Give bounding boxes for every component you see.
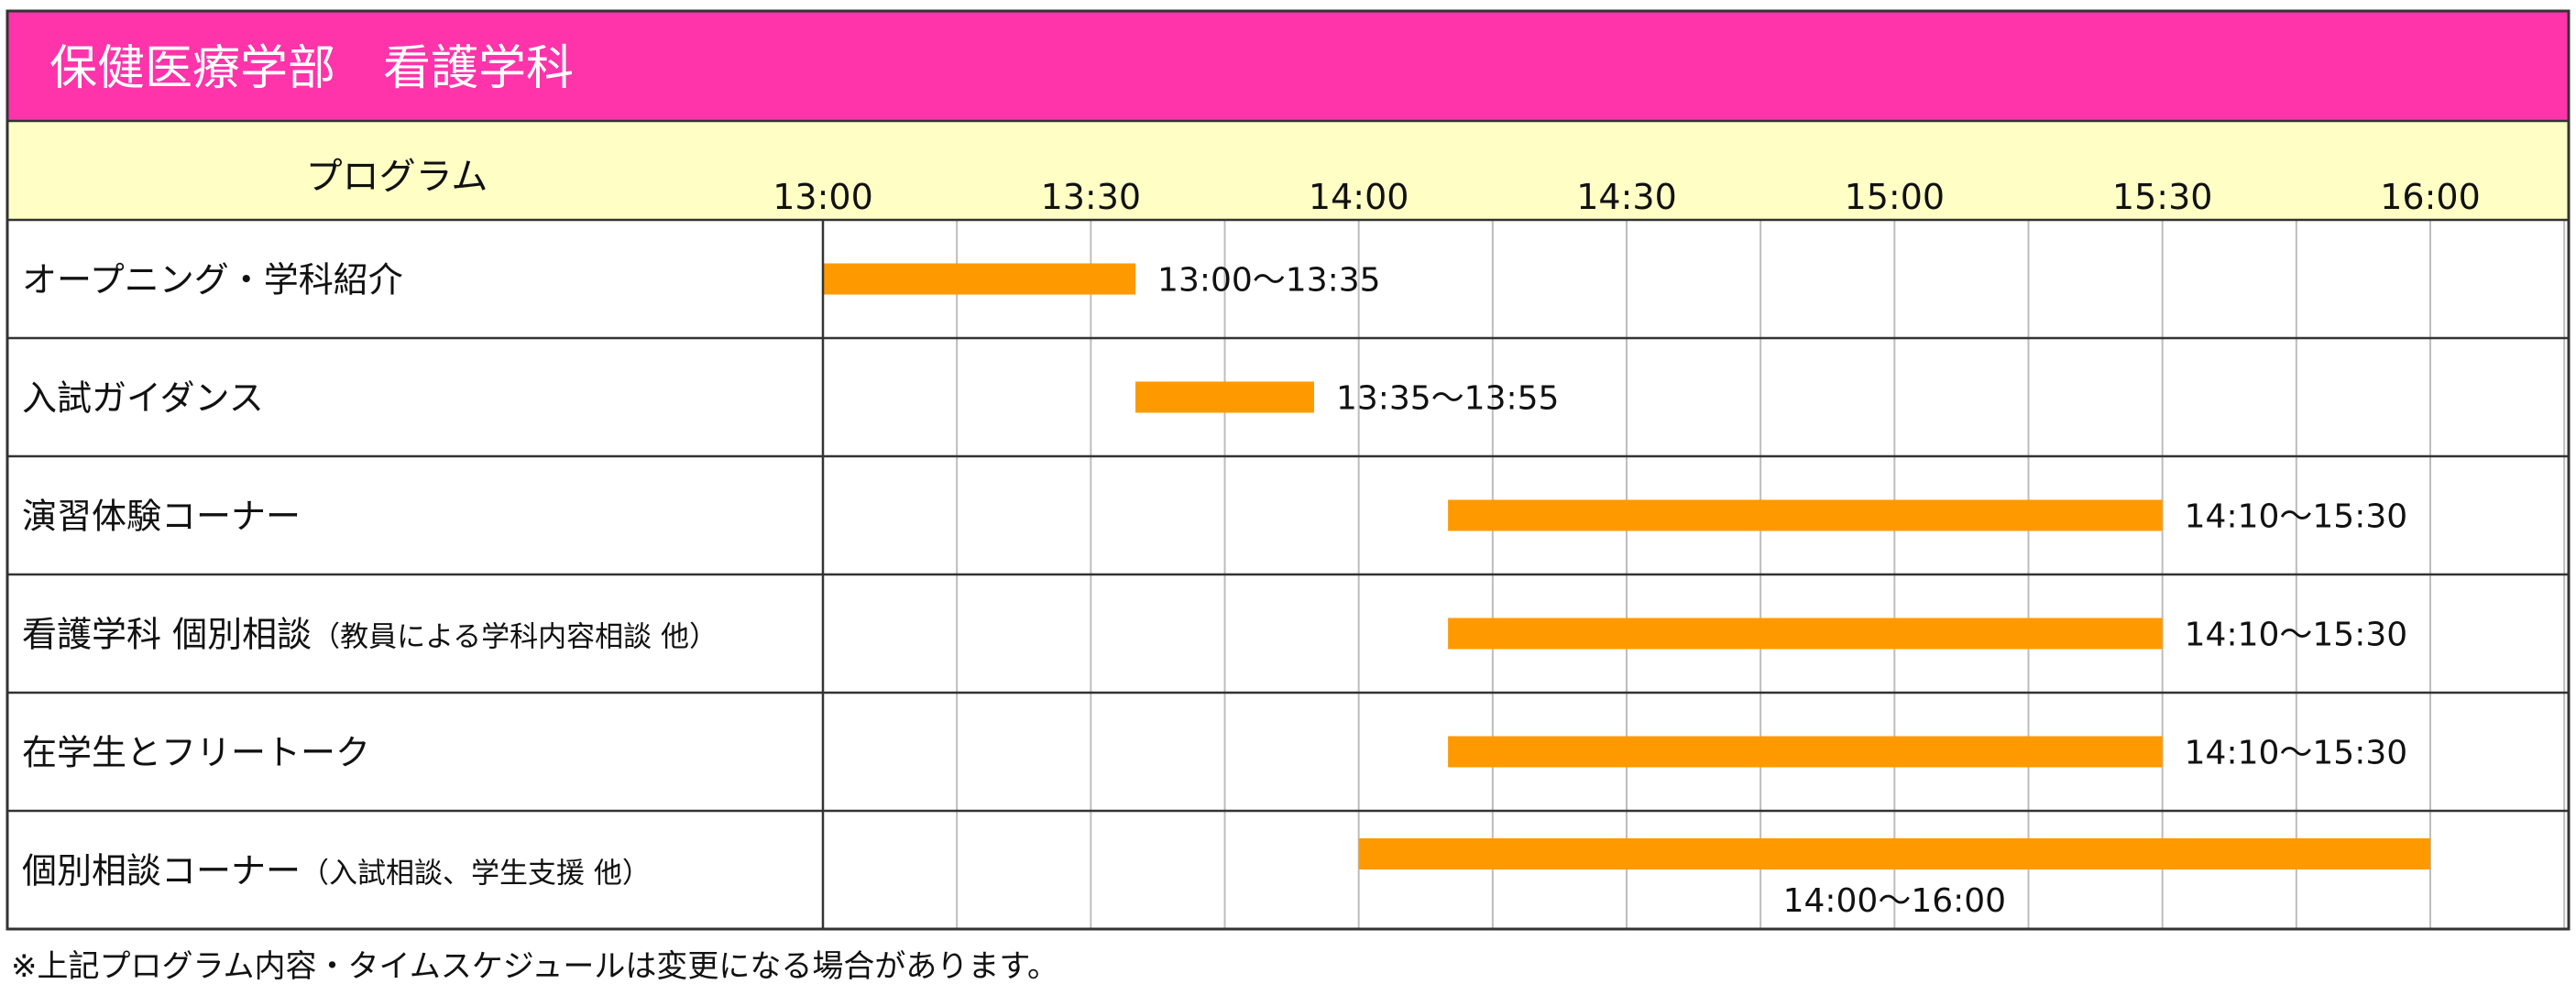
x-tick-label: 13:30 [1041, 177, 1142, 217]
x-tick-label: 13:00 [773, 177, 873, 217]
table-borders [5, 9, 2571, 931]
time-range-label: 14:10～15:30 [2185, 617, 2408, 654]
time-range-label: 13:35～13:55 [1336, 380, 1560, 418]
program-name-main: 入試ガイダンス [22, 378, 264, 419]
schedule-bar [1135, 381, 1314, 413]
x-tick-label: 14:30 [1576, 177, 1677, 217]
time-range-label: 14:10～15:30 [2185, 498, 2408, 536]
x-tick-label: 14:00 [1309, 177, 1409, 217]
title-banner [7, 11, 2569, 121]
program-name-main: 個別相談コーナー [22, 851, 301, 891]
program-name: 演習体験コーナー [22, 497, 301, 537]
time-header [7, 121, 2569, 220]
time-range-label: 13:00～13:35 [1157, 262, 1381, 300]
program-name-main: 演習体験コーナー [22, 497, 301, 537]
table-outer-border [5, 9, 2571, 931]
program-column-header: プログラム [306, 156, 488, 198]
x-tick-label: 15:30 [2112, 177, 2213, 217]
schedule-bars: 13:00～13:35 13:35～13:55 14:10～15:30 14:10～1… [823, 262, 2430, 920]
program-name-main: 在学生とフリートーク [22, 733, 370, 773]
footnote: ※上記プログラム内容・タイムスケジュールは変更になる場合があります。 [11, 948, 1058, 985]
x-tick-label: 16:00 [2380, 177, 2481, 217]
schedule-bar [823, 263, 1136, 295]
program-name: オープニング・学科紹介 [22, 260, 403, 301]
program-name-note: （教員による学科内容相談 他） [312, 621, 718, 654]
program-name: 看護学科 個別相談（教員による学科内容相談 他） [22, 615, 718, 655]
program-name: 入試ガイダンス [22, 378, 264, 419]
program-name-main: 看護学科 個別相談 [22, 615, 312, 655]
time-axis: 13:00 13:30 14:00 14:30 15:00 15:30 16:00 [773, 177, 2481, 217]
program-name: 在学生とフリートーク [22, 733, 370, 773]
program-name: 個別相談コーナー（入試相談、学生支援 他） [22, 851, 651, 891]
x-tick-label: 15:00 [1845, 177, 1946, 217]
page-title: 保健医療学部 看護学科 [49, 41, 574, 96]
schedule-bar [1448, 618, 2163, 650]
schedule-bar [1448, 499, 2163, 531]
time-range-label: 14:00～16:00 [1783, 882, 2007, 920]
time-range-label: 14:10～15:30 [2185, 735, 2408, 772]
schedule-bar [1448, 736, 2163, 768]
schedule-bar [1358, 838, 2430, 869]
program-name-main: オープニング・学科紹介 [22, 260, 403, 301]
program-name-note: （入試相談、学生支援 他） [301, 858, 651, 891]
